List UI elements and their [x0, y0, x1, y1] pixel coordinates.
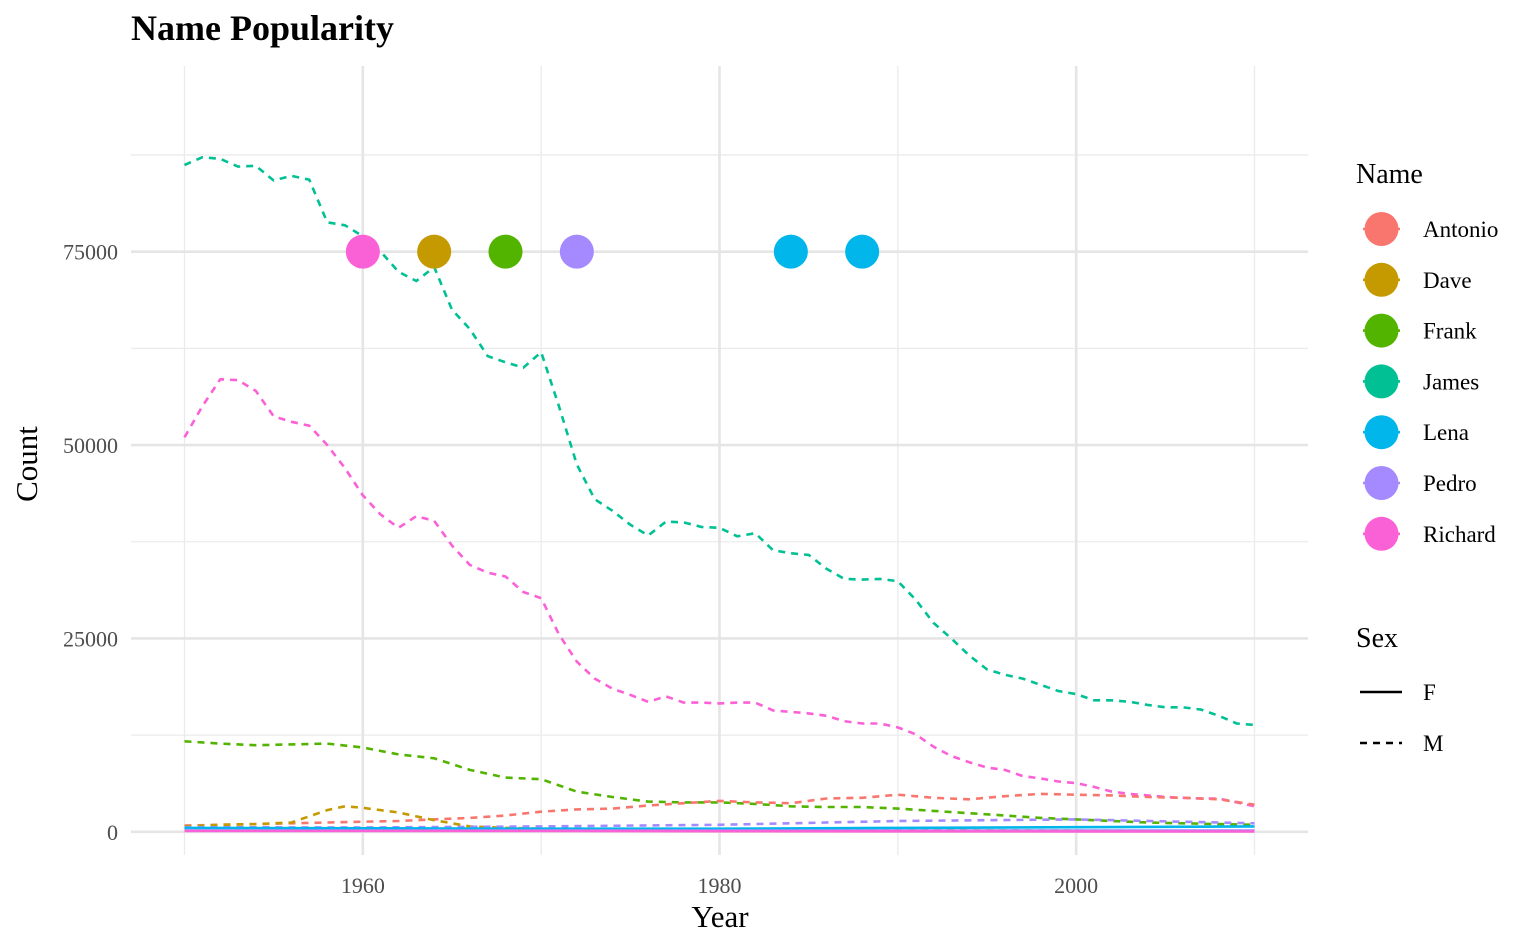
y-axis-title: Count — [9, 426, 44, 502]
series-line-frank-m — [184, 740, 1255, 827]
legend-label: F — [1423, 680, 1436, 705]
legend-item-lena: Lena — [1363, 415, 1469, 450]
legend-label: James — [1423, 369, 1479, 394]
series-lines — [183, 156, 1255, 833]
series-line-lena-f — [184, 825, 1255, 830]
x-axis-title: Year — [691, 899, 749, 934]
legend-item-sex-m: M — [1360, 731, 1443, 756]
chart-title: Name Popularity — [131, 8, 394, 48]
legend-label: Richard — [1423, 522, 1496, 547]
legend-item-james: James — [1363, 364, 1479, 399]
x-tick-label: 1980 — [698, 873, 742, 898]
data-points — [345, 234, 880, 269]
major-gridlines — [131, 66, 1308, 855]
legend-key-dot — [1364, 262, 1399, 297]
legend-key-dot — [1364, 415, 1399, 450]
y-tick-label: 50000 — [63, 433, 118, 458]
legend-key-dot — [1364, 212, 1399, 246]
series-line-antonio-m — [184, 792, 1255, 827]
legend-key-dot — [1364, 466, 1399, 500]
legend-item-frank: Frank — [1363, 313, 1477, 348]
y-tick-label: 0 — [107, 820, 118, 845]
legend-label: Frank — [1423, 319, 1477, 344]
legend-label: Dave — [1423, 268, 1472, 293]
legend-item-sex-f: F — [1360, 680, 1436, 705]
point-lena — [845, 234, 880, 269]
y-tick-label: 25000 — [63, 626, 118, 651]
y-tick-labels: 0 25000 50000 75000 — [63, 240, 118, 845]
y-tick-label: 75000 — [63, 240, 118, 265]
series-line-pedro-m — [184, 818, 1255, 829]
point-richard — [345, 234, 380, 269]
sex-legend-title: Sex — [1356, 623, 1398, 654]
legend-label: Antonio — [1423, 217, 1498, 242]
point-dave — [417, 234, 452, 269]
legend-item-dave: Dave — [1363, 262, 1472, 297]
x-tick-label: 2000 — [1054, 873, 1098, 898]
legend-key-dot — [1364, 364, 1399, 399]
legend-key-dot — [1364, 313, 1399, 348]
legend-label: M — [1423, 731, 1443, 756]
x-tick-label: 1960 — [341, 873, 385, 898]
legend-item-pedro: Pedro — [1363, 466, 1477, 500]
name-legend: Name Antonio Dave Frank James Lena Pedro Richa… — [1356, 159, 1498, 551]
series-line-richard-m — [183, 378, 1255, 808]
point-frank — [488, 234, 523, 269]
point-lena — [773, 234, 808, 269]
series-line-richard-f — [184, 829, 1255, 833]
legend-label: Pedro — [1423, 471, 1477, 496]
legend-key-dot — [1364, 516, 1399, 551]
legend-label: Lena — [1423, 420, 1469, 445]
name-legend-title: Name — [1356, 159, 1423, 190]
legend-item-antonio: Antonio — [1363, 212, 1498, 246]
legend-item-richard: Richard — [1363, 516, 1496, 551]
x-tick-labels: 1960 1980 2000 — [341, 873, 1098, 898]
point-pedro — [559, 234, 594, 269]
sex-legend: Sex F M — [1356, 623, 1443, 756]
